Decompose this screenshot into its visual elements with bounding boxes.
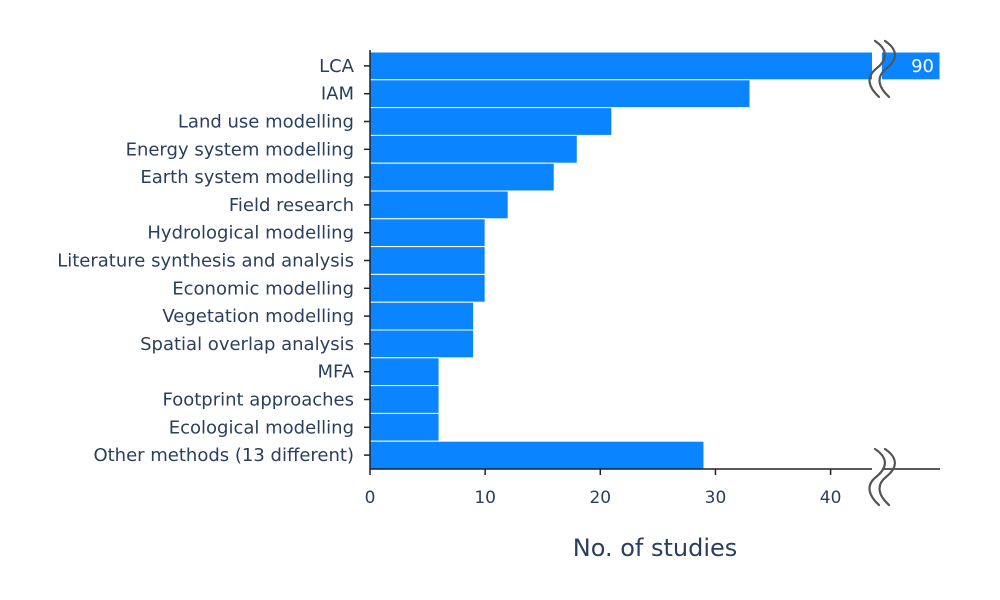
bar-field-research [369,190,509,220]
bar-land-use-modelling [369,107,613,136]
axis-break-bottom [868,447,896,507]
data-label-lca: 90 [911,56,934,77]
category-labels: LCA IAM Land use modelling Energy system mo… [57,56,370,466]
category-label-footprint-approaches: Footprint approaches [163,390,355,411]
bar-earth-system-modelling [369,162,555,192]
category-label-other-methods-13-different: Other methods (13 different) [93,445,354,466]
category-label-vegetation-modelling: Vegetation modelling [162,306,354,327]
category-label-literature-synthesis-and-analysis: Literature synthesis and analysis [57,251,354,272]
bar-literature-synthesis-and-analysis [369,246,486,275]
x-tick-label-30: 30 [705,488,727,508]
category-label-lca: LCA [319,56,355,77]
x-tick-label-10: 10 [474,488,496,508]
category-label-land-use-modelling: Land use modelling [178,112,354,133]
bar-other-methods-13-different [369,440,705,470]
axis-break-top [868,39,896,98]
bar-iam [369,79,751,109]
bar-mfa [369,357,440,387]
bar-vegetation-modelling [369,301,475,331]
category-label-spatial-overlap-analysis: Spatial overlap analysis [140,334,354,355]
category-label-earth-system-modelling: Earth system modelling [140,167,354,188]
data-labels: 90 [911,56,934,77]
bar-economic-modelling [369,273,486,303]
category-label-energy-system-modelling: Energy system modelling [126,139,354,160]
x-tick-label-40: 40 [820,488,842,508]
x-axis-title: No. of studies [573,534,738,562]
category-label-hydrological-modelling: Hydrological modelling [147,223,354,244]
bar-spatial-overlap-analysis [369,329,475,359]
x-tick-label-20: 20 [589,488,611,508]
category-label-mfa: MFA [317,362,354,383]
category-label-ecological-modelling: Ecological modelling [169,417,354,438]
category-label-iam: IAM [321,84,354,105]
bar-ecological-modelling [369,412,440,442]
bar-lca [369,51,941,81]
axis-break-marks [868,39,896,507]
bar-energy-system-modelling [369,134,578,164]
category-label-field-research: Field research [229,195,354,216]
x-axis-ticks: 0 10 20 30 40 [365,469,842,508]
x-tick-label-0: 0 [365,488,376,508]
bar-hydrological-modelling [369,218,486,248]
category-label-economic-modelling: Economic modelling [172,278,354,299]
bars-layer [369,51,941,470]
bar-footprint-approaches [369,385,440,414]
